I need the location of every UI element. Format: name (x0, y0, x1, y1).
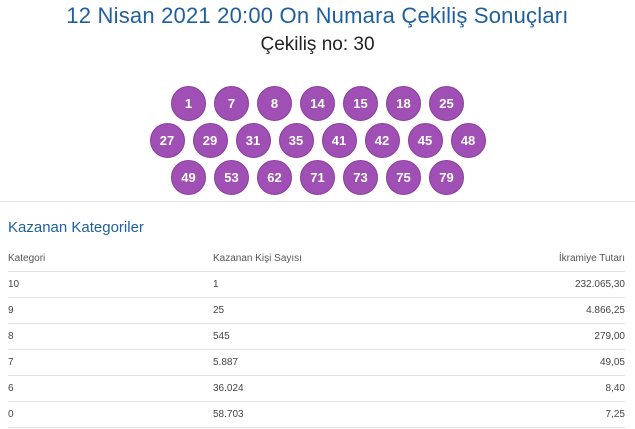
category-cell: 8 (8, 323, 213, 350)
category-cell: 9 (8, 297, 213, 324)
table-row: 7 5.887 49,05 (8, 349, 625, 376)
number-ball: 14 (300, 86, 335, 121)
number-ball: 79 (429, 160, 464, 195)
number-ball: 25 (429, 86, 464, 121)
number-ball: 15 (343, 86, 378, 121)
prize-amount-cell: 279,00 (443, 323, 625, 350)
section-divider (0, 201, 635, 202)
number-ball: 42 (364, 123, 400, 158)
category-cell: 6 (8, 375, 213, 402)
winner-count-cell: 1 (213, 271, 443, 298)
number-ball: 7 (214, 86, 249, 121)
table-row: 8 545 279,00 (8, 323, 625, 350)
number-ball: 62 (257, 160, 292, 195)
column-header-prize-amount: İkramiye Tutarı (443, 245, 625, 272)
prize-amount-cell: 8,40 (443, 375, 625, 402)
number-ball: 1 (171, 86, 206, 121)
number-row: 1 7 8 14 15 18 25 (0, 86, 635, 121)
number-ball: 75 (386, 160, 421, 195)
number-ball: 71 (300, 160, 335, 195)
winner-count-cell: 58.703 (213, 401, 443, 428)
table-row: 10 1 232.065,30 (8, 271, 625, 298)
category-cell: 10 (8, 271, 213, 298)
number-ball: 49 (171, 160, 206, 195)
winner-count-cell: 5.887 (213, 349, 443, 376)
prize-amount-cell: 49,05 (443, 349, 625, 376)
prize-amount-cell: 7,25 (443, 401, 625, 428)
number-ball: 29 (192, 123, 228, 158)
number-row: 27 29 31 35 41 42 45 48 (0, 123, 635, 158)
category-cell: 7 (8, 349, 213, 376)
table-row: 6 36.024 8,40 (8, 375, 625, 402)
number-ball: 48 (450, 123, 486, 158)
number-ball: 41 (321, 123, 357, 158)
column-header-category: Kategori (8, 245, 213, 272)
number-row: 49 53 62 71 73 75 79 (0, 160, 635, 195)
winner-count-cell: 25 (213, 297, 443, 324)
winning-numbers: 1 7 8 14 15 18 25 27 29 31 35 41 42 45 4… (0, 86, 635, 197)
prize-amount-cell: 4.866,25 (443, 297, 625, 324)
winners-table: Kategori Kazanan Kişi Sayısı İkramiye Tu… (8, 245, 625, 428)
number-ball: 8 (257, 86, 292, 121)
prize-amount-cell: 232.065,30 (443, 271, 625, 298)
table-row: 0 58.703 7,25 (8, 401, 625, 428)
number-ball: 45 (407, 123, 443, 158)
page-title: 12 Nisan 2021 20:00 On Numara Çekiliş So… (66, 3, 569, 28)
winner-count-cell: 36.024 (213, 375, 443, 402)
winners-section-title: Kazanan Kategoriler (8, 219, 144, 236)
number-ball: 73 (343, 160, 378, 195)
column-header-winner-count: Kazanan Kişi Sayısı (213, 245, 443, 272)
number-ball: 53 (214, 160, 249, 195)
category-cell: 0 (8, 401, 213, 428)
number-ball: 18 (386, 86, 421, 121)
table-row: 9 25 4.866,25 (8, 297, 625, 324)
draw-number: Çekiliş no: 30 (260, 34, 375, 55)
number-ball: 27 (149, 123, 185, 158)
number-ball: 35 (278, 123, 314, 158)
number-ball: 31 (235, 123, 271, 158)
winner-count-cell: 545 (213, 323, 443, 350)
table-header-row: Kategori Kazanan Kişi Sayısı İkramiye Tu… (8, 245, 625, 272)
